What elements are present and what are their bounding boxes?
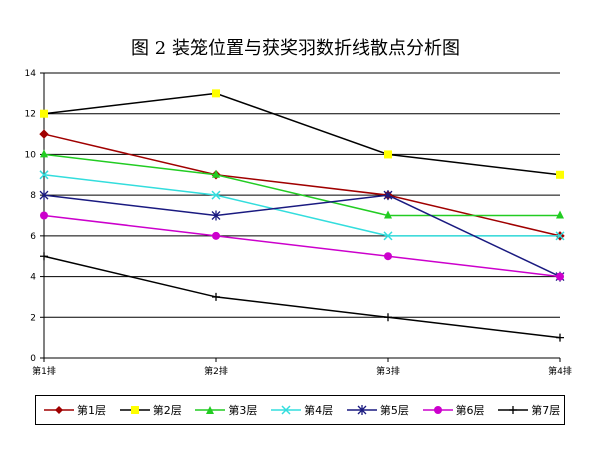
chart-title: 图 2 装笼位置与获奖羽数折线散点分析图 bbox=[131, 38, 460, 59]
data-point-series-6 bbox=[556, 272, 564, 281]
legend-item-7: 第7层 bbox=[496, 396, 560, 424]
legend-item-5: 第5层 bbox=[345, 396, 409, 424]
legend-item-3: 第3层 bbox=[193, 396, 257, 424]
data-point-series-5 bbox=[211, 210, 221, 221]
series-line-3 bbox=[43, 153, 560, 217]
legend-label: 第6层 bbox=[455, 404, 485, 417]
data-point-series-2 bbox=[384, 150, 392, 159]
data-point-series-7 bbox=[556, 333, 564, 342]
y-tick-label: 4 bbox=[30, 273, 36, 283]
legend-label: 第5层 bbox=[379, 404, 409, 417]
legend-swatch bbox=[195, 406, 226, 414]
data-point-series-3 bbox=[556, 210, 564, 219]
legend-label: 第1层 bbox=[77, 404, 106, 417]
data-point-series-7 bbox=[384, 313, 392, 322]
legend-swatch bbox=[422, 406, 453, 414]
data-point-series-3 bbox=[212, 169, 220, 178]
legend-label: 第4层 bbox=[304, 404, 334, 417]
y-tick-label: 12 bbox=[25, 110, 36, 120]
legend-item-2: 第2层 bbox=[118, 396, 182, 424]
series-line-2 bbox=[43, 92, 561, 176]
data-point-series-4 bbox=[39, 170, 49, 180]
legend-item-4: 第4层 bbox=[269, 396, 333, 424]
legend-swatch bbox=[271, 405, 302, 415]
series-line-5 bbox=[43, 194, 561, 278]
x-tick-label: 第2排 bbox=[204, 365, 228, 377]
data-point-series-1 bbox=[39, 129, 49, 139]
legend-swatch bbox=[44, 406, 74, 414]
legend-item-6: 第6层 bbox=[421, 396, 485, 424]
data-point-series-2 bbox=[556, 170, 564, 179]
data-point-series-2 bbox=[212, 89, 220, 98]
data-point-series-2 bbox=[40, 109, 48, 118]
data-point-series-3 bbox=[40, 149, 48, 158]
data-point-series-6 bbox=[40, 211, 48, 220]
data-point-series-3 bbox=[384, 210, 392, 219]
legend-swatch bbox=[498, 406, 529, 414]
data-point-series-5 bbox=[39, 190, 49, 201]
chart-legend: 第1层 第2层 第3层 第4层 第5层 第6层 第7层 bbox=[35, 395, 565, 425]
y-tick-label: 14 bbox=[25, 69, 37, 79]
legend-label: 第7层 bbox=[531, 404, 561, 417]
y-tick-label: 2 bbox=[30, 313, 36, 323]
y-tick-label: 0 bbox=[30, 354, 36, 364]
legend-item-1: 第1层 bbox=[42, 396, 106, 424]
data-point-series-6 bbox=[384, 252, 392, 261]
data-point-series-5 bbox=[383, 190, 393, 201]
data-point-series-7 bbox=[212, 292, 220, 301]
series-line-7 bbox=[43, 255, 561, 339]
data-point-series-7 bbox=[40, 252, 48, 261]
y-tick-label: 10 bbox=[25, 150, 37, 160]
legend-swatch bbox=[346, 405, 377, 415]
legend-label: 第3层 bbox=[228, 404, 258, 417]
data-point-series-4 bbox=[555, 231, 565, 241]
data-point-series-4 bbox=[383, 231, 393, 241]
x-tick-label: 第1排 bbox=[32, 365, 56, 377]
x-tick-label: 第3排 bbox=[376, 365, 400, 377]
series-line-6 bbox=[43, 214, 561, 278]
data-point-series-4 bbox=[211, 190, 221, 200]
y-tick-label: 6 bbox=[30, 232, 36, 242]
legend-swatch bbox=[119, 406, 150, 414]
series-line-1 bbox=[43, 133, 561, 237]
data-point-series-6 bbox=[212, 231, 220, 240]
legend-label: 第2层 bbox=[152, 404, 182, 417]
x-tick-label: 第4排 bbox=[548, 365, 572, 377]
y-tick-label: 8 bbox=[30, 191, 36, 201]
